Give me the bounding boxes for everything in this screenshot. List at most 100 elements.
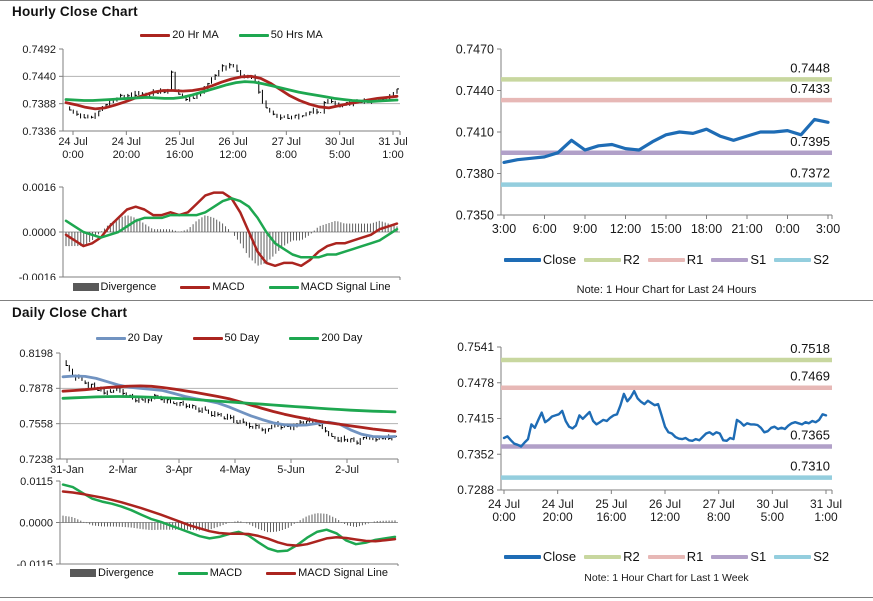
svg-text:0:00: 0:00 [62,149,83,161]
legend-item: Divergence [70,567,154,579]
svg-text:16:00: 16:00 [166,149,194,161]
svg-text:0.7372: 0.7372 [790,166,830,181]
svg-text:0.7878: 0.7878 [19,383,53,395]
svg-text:0.7288: 0.7288 [457,483,494,497]
daily-macd-chart: 0.0115 0.0000 -0.0115 [0,474,420,566]
daily-ma-legend: 20 Day 50 Day 200 Day [60,332,398,344]
legend-label: S1 [750,549,767,564]
legend-label: 20 Day [127,332,163,344]
legend-label: Close [542,252,577,267]
legend-item: R2 [584,549,640,564]
svg-text:12:00: 12:00 [610,222,641,236]
svg-text:0.7518: 0.7518 [790,341,830,356]
red-line-swatch [140,33,171,37]
svg-text:30 Jul: 30 Jul [756,497,788,511]
svg-text:20:00: 20:00 [543,510,573,524]
svg-text:0.8198: 0.8198 [19,348,53,360]
legend-item: Divergence [72,281,156,293]
green-line-swatch [289,336,320,340]
gray-bar-swatch [70,569,97,577]
svg-text:21:00: 21:00 [731,222,762,236]
legend-item: 50 Day [192,332,259,344]
daily-price-chart: 0.8198 0.7878 0.7558 0.7238 31-Jan 2-Mar 3-Apr… [0,346,420,478]
purple-line-swatch [711,554,749,559]
daily-macd-legend: Divergence MACD MACD Signal Line [60,567,398,579]
svg-text:1:00: 1:00 [382,149,403,161]
legend-label: 50 Hrs MA [270,29,323,41]
legend-label: 200 Day [321,332,363,344]
svg-text:0.7336: 0.7336 [22,126,56,138]
svg-text:4-May: 4-May [220,464,251,476]
svg-text:-0.0016: -0.0016 [19,272,56,280]
weekly-pivot-legend: Close R2 R1 S1 S2 [501,549,832,564]
pink-line-swatch [647,554,685,559]
legend-label: S2 [813,252,830,267]
svg-text:2-Jul: 2-Jul [335,464,359,476]
legend-item: 200 Day [289,332,362,344]
svg-text:5:00: 5:00 [761,510,785,524]
legend-label: R2 [623,252,640,267]
legend-label: S1 [750,252,767,267]
svg-text:-0.0115: -0.0115 [17,559,54,566]
olive-line-swatch [584,257,622,262]
legend-item: R2 [584,252,640,267]
svg-text:0.7478: 0.7478 [457,376,494,390]
legend-item: R1 [647,252,704,267]
svg-text:5:00: 5:00 [329,149,350,161]
green-line-swatch [268,285,299,289]
hourly-ma-legend: 20 Hr MA 50 Hrs MA [63,29,400,41]
top-divider [0,0,873,1]
legend-label: MACD Signal Line [300,281,391,293]
svg-text:25 Jul: 25 Jul [595,497,627,511]
svg-text:8:00: 8:00 [707,510,731,524]
svg-text:24 Jul: 24 Jul [542,497,574,511]
svg-text:24 Jul: 24 Jul [58,136,87,148]
svg-text:24 Jul: 24 Jul [112,136,141,148]
hourly-pivot-legend: Close R2 R1 S1 S2 [501,252,832,267]
red-line-swatch [180,285,211,289]
svg-text:3-Apr: 3-Apr [166,464,193,476]
svg-text:31 Jul: 31 Jul [810,497,842,511]
svg-text:0.0000: 0.0000 [19,517,53,529]
svg-text:20:00: 20:00 [113,149,141,161]
lightblue-line-swatch [774,257,812,262]
svg-text:0.7352: 0.7352 [457,447,494,461]
green-line-swatch [177,571,208,575]
svg-text:3:00: 3:00 [816,222,840,236]
daily-section-title: Daily Close Chart [12,305,128,320]
olive-line-swatch [584,554,622,559]
svg-text:1:00: 1:00 [814,510,838,524]
legend-label: R2 [623,549,640,564]
hourly-macd-legend: Divergence MACD MACD Signal Line [63,281,400,293]
svg-text:18:00: 18:00 [691,222,722,236]
red-line-swatch [192,336,223,340]
svg-text:3:00: 3:00 [492,222,516,236]
svg-text:0.7470: 0.7470 [456,42,494,56]
svg-text:27 Jul: 27 Jul [272,136,301,148]
legend-item: MACD Signal Line [266,567,388,579]
svg-text:0.7492: 0.7492 [22,44,56,56]
legend-label: S2 [813,549,830,564]
pink-line-swatch [647,257,685,262]
svg-text:12:00: 12:00 [219,149,247,161]
legend-item: R1 [647,549,703,564]
legend-label: Close [542,549,577,564]
legend-item: Close [503,549,577,564]
blue-line-swatch [95,336,126,340]
svg-text:0:00: 0:00 [492,510,516,524]
svg-text:0.0000: 0.0000 [22,227,56,239]
legend-item: S1 [711,549,766,564]
legend-item: MACD [180,281,245,293]
svg-text:0.7440: 0.7440 [22,71,56,83]
legend-label: 20 Hr MA [172,29,219,41]
legend-label: MACD [209,567,243,579]
legend-item: Close [503,252,577,267]
svg-text:0.0016: 0.0016 [22,182,56,194]
svg-text:0.7440: 0.7440 [456,84,494,98]
legend-item: S2 [774,549,829,564]
svg-text:0.7558: 0.7558 [19,419,53,431]
svg-text:0.7350: 0.7350 [456,208,494,222]
svg-text:6:00: 6:00 [532,222,556,236]
legend-label: R1 [686,252,704,267]
